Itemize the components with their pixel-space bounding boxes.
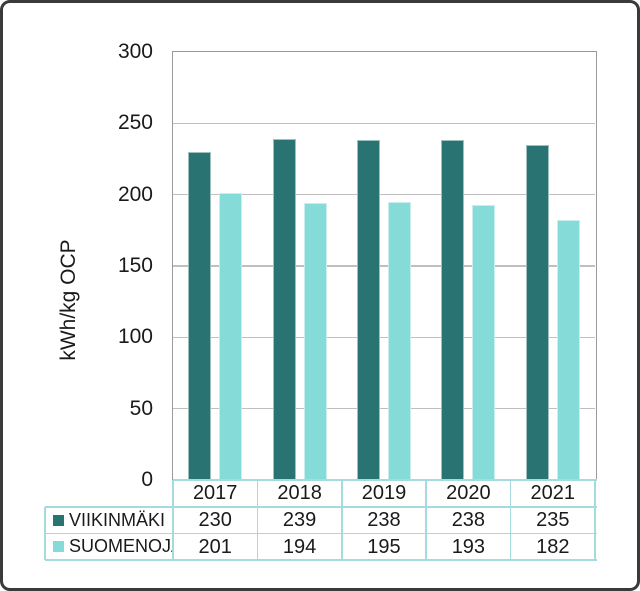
year-header-cell: 2019 [361, 482, 407, 504]
year-header-cell: 2020 [446, 482, 491, 504]
gridline [173, 122, 595, 125]
table-border-v [341, 480, 343, 560]
year-header-cell: 2021 [530, 482, 576, 504]
bar-viikinmäki-2021 [525, 144, 549, 480]
value-cell-suomenoja-2021: 182 [536, 535, 570, 558]
year-header-cell: 2018 [277, 482, 322, 504]
bar-viikinmäki-2018 [272, 139, 296, 480]
table-border-v [44, 507, 46, 560]
bar-viikinmäki-2020 [441, 140, 465, 480]
gridline [173, 265, 595, 267]
y-tick-label: 50 [129, 396, 153, 420]
bar-suomenoja-2019 [388, 201, 411, 480]
legend-swatch-icon [53, 514, 64, 526]
series-label-cell: SUOMENOJA [46, 535, 172, 560]
table-border-v [509, 480, 512, 560]
gridline [173, 336, 595, 339]
y-tick-label: 300 [117, 40, 153, 63]
table-border-v [172, 480, 174, 560]
plot-area [171, 50, 597, 480]
y-tick-label: 0 [141, 468, 153, 491]
series-name: SUOMENOJA [69, 536, 172, 557]
bar-suomenoja-2018 [303, 203, 327, 480]
table-border-h [45, 506, 597, 508]
bar-suomenoja-2021 [556, 220, 580, 480]
table-border-h [45, 559, 597, 561]
y-tick-label: 250 [117, 111, 153, 135]
bar-suomenoja-2020 [472, 204, 496, 480]
table-border-v [256, 480, 259, 560]
y-tick-label: 200 [117, 182, 153, 206]
value-cell-viikinmäki-2021: 235 [536, 509, 570, 531]
table-border-v [594, 480, 596, 560]
y-tick-label: 100 [117, 325, 153, 349]
gridline [173, 193, 595, 196]
legend-swatch-icon [53, 541, 64, 553]
bar-viikinmäki-2019 [357, 140, 380, 480]
value-cell-viikinmäki-2017: 230 [198, 509, 232, 531]
year-header-cell: 2017 [192, 482, 238, 504]
value-cell-viikinmäki-2020: 238 [451, 509, 486, 531]
gridline [173, 407, 595, 410]
bar-suomenoja-2017 [219, 193, 243, 480]
bar-viikinmäki-2017 [188, 151, 212, 480]
value-cell-suomenoja-2018: 194 [282, 535, 317, 558]
y-tick-label: 150 [117, 254, 153, 277]
value-cell-suomenoja-2020: 193 [451, 535, 486, 558]
value-cell-suomenoja-2017: 201 [198, 535, 232, 558]
plot-area-border [171, 50, 597, 480]
value-cell-viikinmäki-2018: 239 [282, 509, 317, 531]
table-border-v [425, 480, 427, 560]
series-name: VIIKINMÄKI [69, 509, 166, 530]
series-label-cell: VIIKINMÄKI [46, 508, 172, 533]
table-border-h [45, 532, 597, 535]
table-border-h [173, 479, 597, 481]
value-cell-viikinmäki-2019: 238 [367, 509, 401, 531]
value-cell-suomenoja-2019: 195 [367, 535, 401, 558]
